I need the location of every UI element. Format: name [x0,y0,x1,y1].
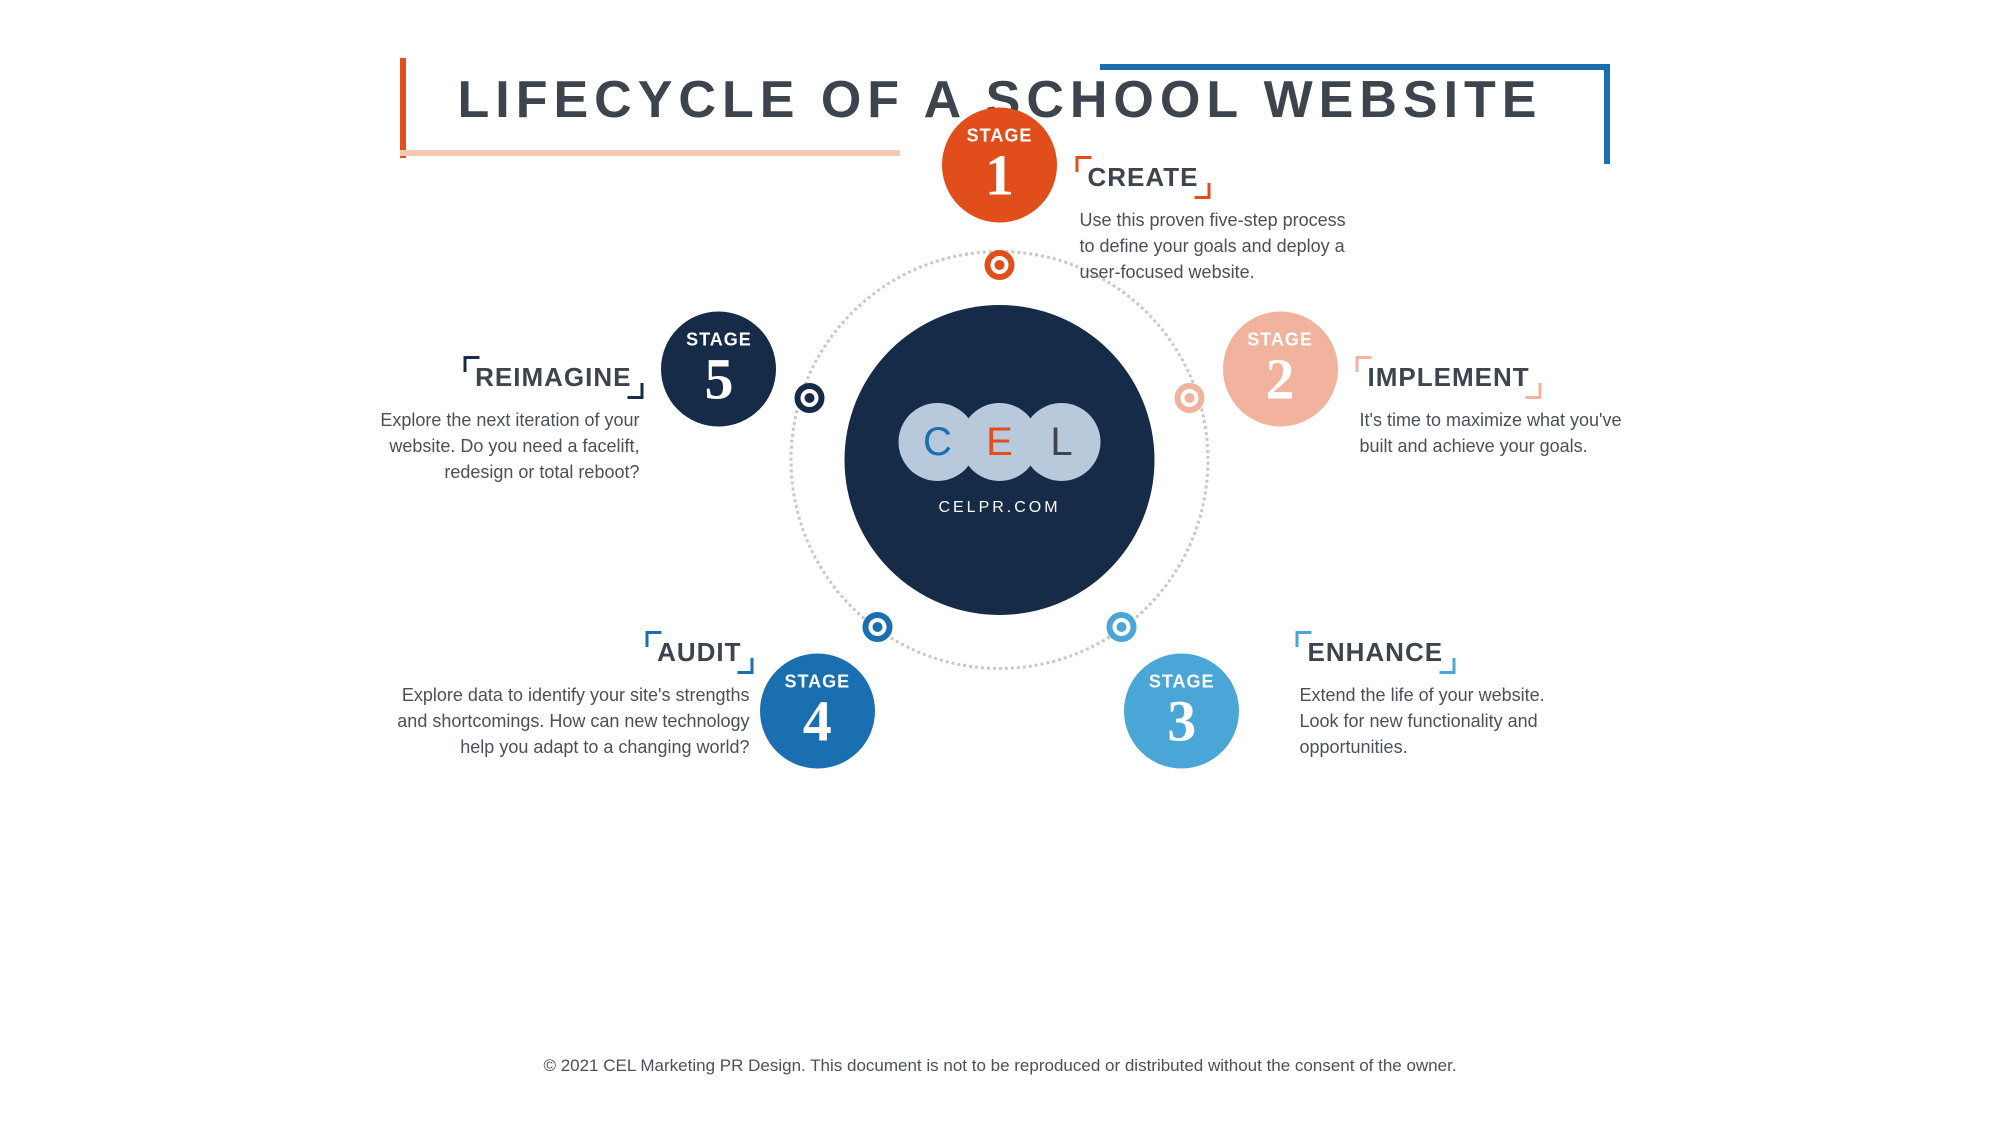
stage-text-4: AUDIT Explore data to identify your site'… [380,635,750,760]
stage-description: It's time to maximize what you've built … [1360,407,1640,459]
lifecycle-diagram: C E L CELPR.COM STAGE1CREATEUse this pro… [1000,460,1001,461]
stage-node-4: STAGE4 [760,653,875,768]
stage-number: 2 [1266,350,1295,408]
stage-node-5: STAGE5 [661,311,776,426]
stage-number: 4 [803,692,832,750]
stage-number: 1 [985,147,1014,205]
stage-text-2: IMPLEMENT It's time to maximize what you'… [1360,360,1640,459]
stage-number: 5 [704,350,733,408]
stage-description: Explore the next iteration of your websi… [360,407,640,485]
stage-description: Explore data to identify your site's str… [380,682,750,760]
center-logo-circle: C E L CELPR.COM [845,305,1155,615]
stage-node-1: STAGE1 [942,108,1057,223]
orbit-marker-2 [1175,383,1205,413]
stage-number: 3 [1167,692,1196,750]
stage-heading: CREATE [1080,160,1207,195]
stage-text-5: REIMAGINE Explore the next iteration of y… [360,360,640,485]
stage-text-3: ENHANCE Extend the life of your website. … [1300,635,1580,760]
stage-node-3: STAGE3 [1124,653,1239,768]
stage-heading: IMPLEMENT [1360,360,1538,395]
stage-description: Extend the life of your website. Look fo… [1300,682,1580,760]
stage-text-1: CREATE Use this proven five-step process … [1080,160,1360,285]
orbit-marker-4 [863,612,893,642]
title-bracket-left-horizontal [400,150,900,156]
stage-heading: ENHANCE [1300,635,1452,670]
copyright-footer: © 2021 CEL Marketing PR Design. This doc… [543,1056,1456,1076]
stage-description: Use this proven five-step process to def… [1080,207,1360,285]
title-bracket-left-vertical [400,58,406,158]
logo-url: CELPR.COM [938,499,1060,517]
logo-letter-l: L [1023,403,1101,481]
logo-letters-row: C E L [899,403,1101,481]
orbit-marker-3 [1106,612,1136,642]
orbit-marker-5 [794,383,824,413]
stage-heading: AUDIT [649,635,749,670]
title-bracket-right-vertical [1604,64,1610,164]
stage-node-2: STAGE2 [1223,311,1338,426]
orbit-marker-1 [985,250,1015,280]
stage-heading: REIMAGINE [467,360,639,395]
